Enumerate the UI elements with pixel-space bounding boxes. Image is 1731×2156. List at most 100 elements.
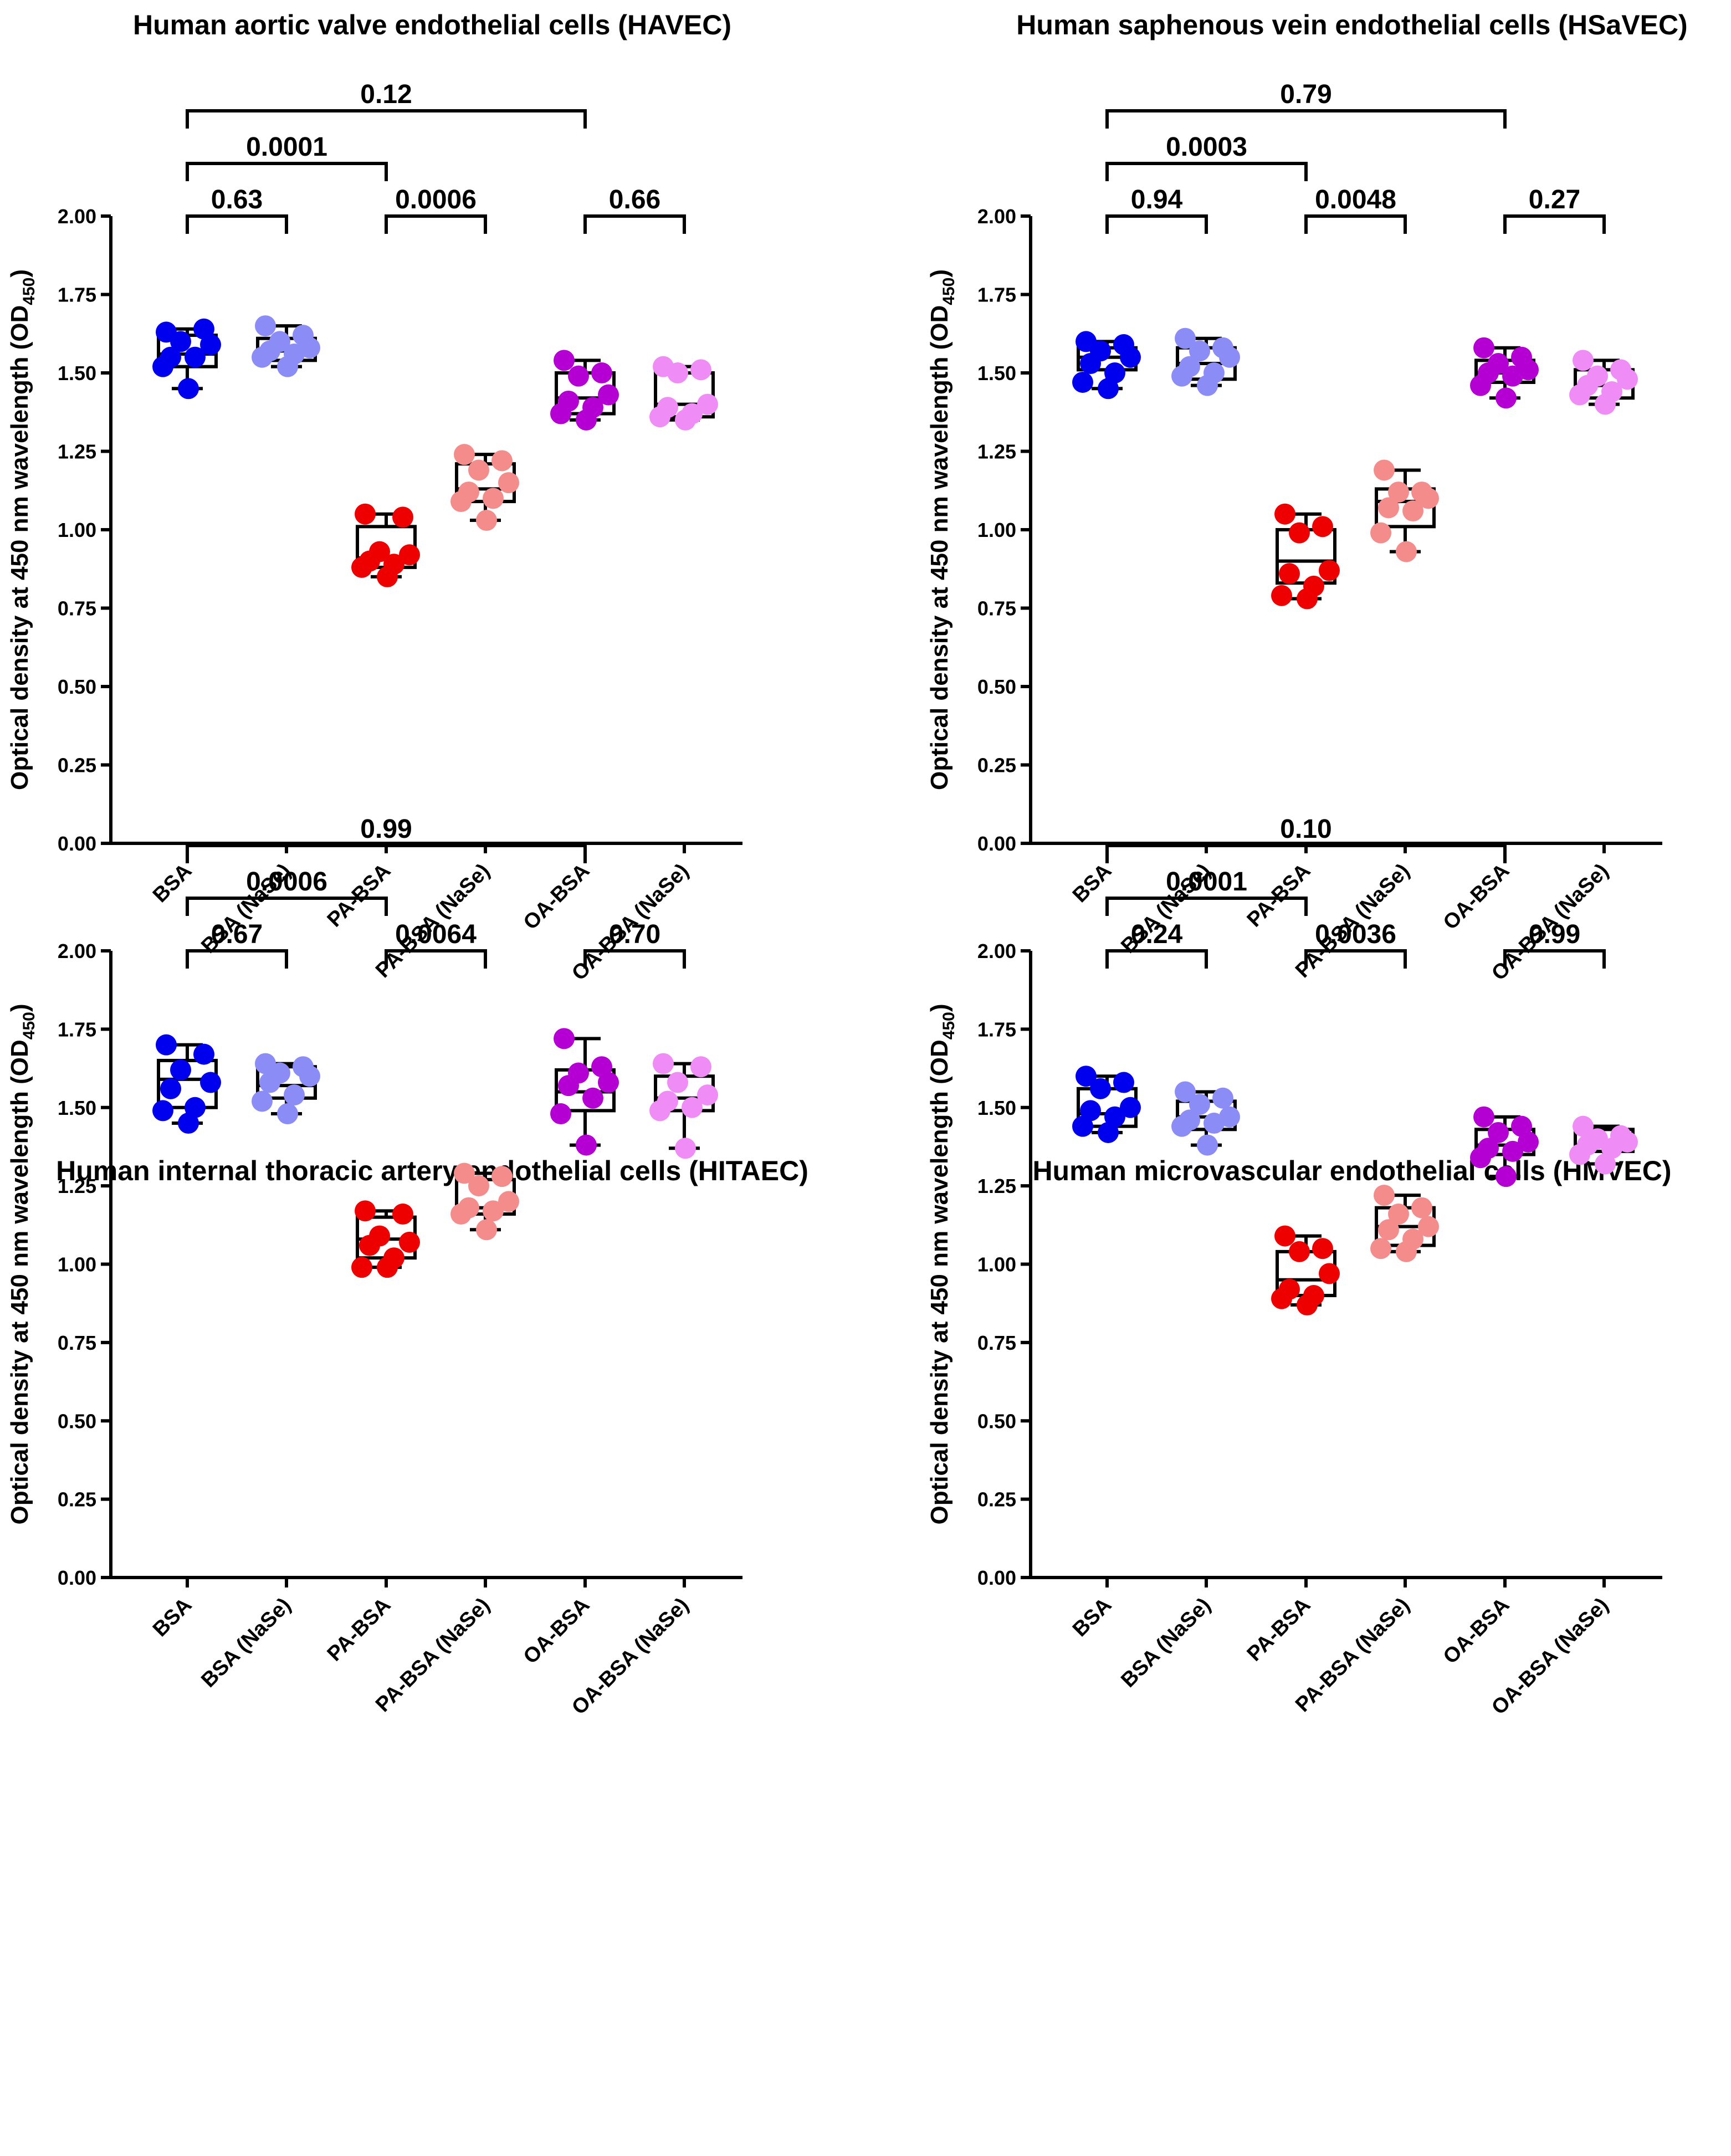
data-point xyxy=(1470,375,1491,396)
data-point xyxy=(1496,1166,1517,1187)
category-label: PA-BSA xyxy=(1243,859,1315,932)
y-tick-label: 0.75 xyxy=(977,597,1016,620)
bracket-line xyxy=(1105,109,1507,129)
data-point xyxy=(690,1056,711,1078)
y-axis-label-close: ) xyxy=(6,1003,33,1012)
p-value-label: 0.0001 xyxy=(246,132,327,162)
y-axis-label-close: ) xyxy=(926,1003,953,1012)
comparison-bracket: 0.0006 xyxy=(385,185,487,234)
category-label: BSA xyxy=(1068,859,1116,907)
data-point xyxy=(156,1034,177,1056)
data-point xyxy=(1120,1097,1141,1118)
comparison-bracket: 0.12 xyxy=(186,80,587,129)
data-point xyxy=(1271,1288,1292,1309)
data-point xyxy=(476,510,497,531)
data-point xyxy=(1113,1072,1134,1093)
comparison-bracket: 0.67 xyxy=(186,920,288,969)
data-point xyxy=(1569,384,1590,406)
bracket-line xyxy=(1304,949,1407,969)
y-tick-label: 1.00 xyxy=(977,1253,1016,1276)
bracket-line xyxy=(1105,214,1208,234)
data-point xyxy=(558,1075,579,1097)
category-label: BSA (NaSe) xyxy=(1117,1594,1215,1692)
comparison-bracket: 0.0064 xyxy=(385,920,487,969)
bracket-line xyxy=(1105,162,1308,181)
comparison-bracket: 0.63 xyxy=(186,185,288,234)
data-point xyxy=(1502,365,1523,387)
bracket-line xyxy=(385,949,487,969)
data-point xyxy=(454,444,475,465)
data-point xyxy=(1175,1081,1196,1103)
y-tick-label: 1.25 xyxy=(977,441,1016,463)
data-point xyxy=(1418,488,1439,509)
data-point xyxy=(667,362,688,383)
y-axis-label: Optical density at 450 nm wavelength (OD… xyxy=(6,1003,38,1524)
data-point xyxy=(377,566,398,587)
data-point xyxy=(1175,327,1196,349)
p-value-label: 0.0064 xyxy=(395,920,477,949)
p-value-label: 0.0001 xyxy=(1166,867,1247,897)
data-point xyxy=(392,506,413,528)
data-point xyxy=(649,1100,670,1121)
data-point xyxy=(351,1257,372,1278)
comparison-bracket: 0.27 xyxy=(1503,185,1606,234)
comparison-bracket: 0.79 xyxy=(1105,80,1507,129)
data-point xyxy=(1518,1131,1539,1153)
y-tick-label: 0.25 xyxy=(977,754,1016,777)
y-tick-label: 0.75 xyxy=(58,1332,96,1354)
bracket-line xyxy=(186,214,288,234)
data-point xyxy=(1098,378,1119,400)
bracket-line xyxy=(1503,949,1606,969)
data-point xyxy=(1171,365,1192,387)
y-tick-label: 0.00 xyxy=(58,832,96,855)
data-point xyxy=(1617,368,1638,390)
data-point xyxy=(255,315,276,337)
data-point xyxy=(1402,500,1423,522)
y-tick-label: 1.00 xyxy=(977,519,1016,541)
data-point xyxy=(1080,1100,1101,1121)
data-point xyxy=(1312,1238,1333,1259)
data-point xyxy=(1090,1078,1111,1099)
p-value-label: 0.0048 xyxy=(1315,185,1396,214)
data-point xyxy=(1171,1115,1192,1137)
data-point xyxy=(483,488,504,509)
data-point xyxy=(259,1072,280,1093)
data-point xyxy=(1502,1140,1523,1162)
bracket-line xyxy=(1503,214,1606,234)
data-point xyxy=(178,378,199,400)
data-point xyxy=(690,359,711,381)
y-tick-label: 1.50 xyxy=(977,1097,1016,1119)
data-point xyxy=(653,1053,674,1074)
p-value-label: 0.94 xyxy=(1131,185,1183,214)
comparison-bracket: 0.0006 xyxy=(186,867,388,916)
p-value-label: 0.67 xyxy=(211,920,263,949)
p-value-label: 0.70 xyxy=(609,920,660,949)
data-point xyxy=(1418,1216,1439,1237)
data-point xyxy=(1473,1106,1494,1128)
y-tick-label: 1.50 xyxy=(58,1097,96,1119)
data-point xyxy=(1197,375,1218,396)
y-axis-label-main: Optical density at 450 nm wavelength (OD xyxy=(6,305,33,790)
data-point xyxy=(576,1134,597,1156)
data-point xyxy=(152,356,173,377)
y-tick-label: 1.25 xyxy=(977,1175,1016,1197)
data-point xyxy=(284,1084,305,1106)
data-point xyxy=(1080,353,1101,375)
data-point xyxy=(1595,1153,1616,1175)
data-point xyxy=(1312,516,1333,537)
data-point xyxy=(1274,1225,1295,1247)
y-tick-label: 2.00 xyxy=(58,205,96,228)
data-point xyxy=(170,1059,191,1080)
category-label: OA-BSA xyxy=(519,859,595,935)
data-point xyxy=(1212,1087,1233,1109)
data-point xyxy=(582,1087,603,1109)
data-point xyxy=(277,1103,298,1125)
bracket-line xyxy=(385,214,487,234)
data-point xyxy=(554,350,575,371)
data-point xyxy=(598,1072,619,1093)
category-label: PA-BSA xyxy=(1243,1594,1315,1666)
y-tick-label: 0.50 xyxy=(58,675,96,698)
y-axis-label-subscript: 450 xyxy=(940,278,958,305)
data-point xyxy=(299,1066,320,1087)
y-tick-label: 0.50 xyxy=(977,1410,1016,1432)
